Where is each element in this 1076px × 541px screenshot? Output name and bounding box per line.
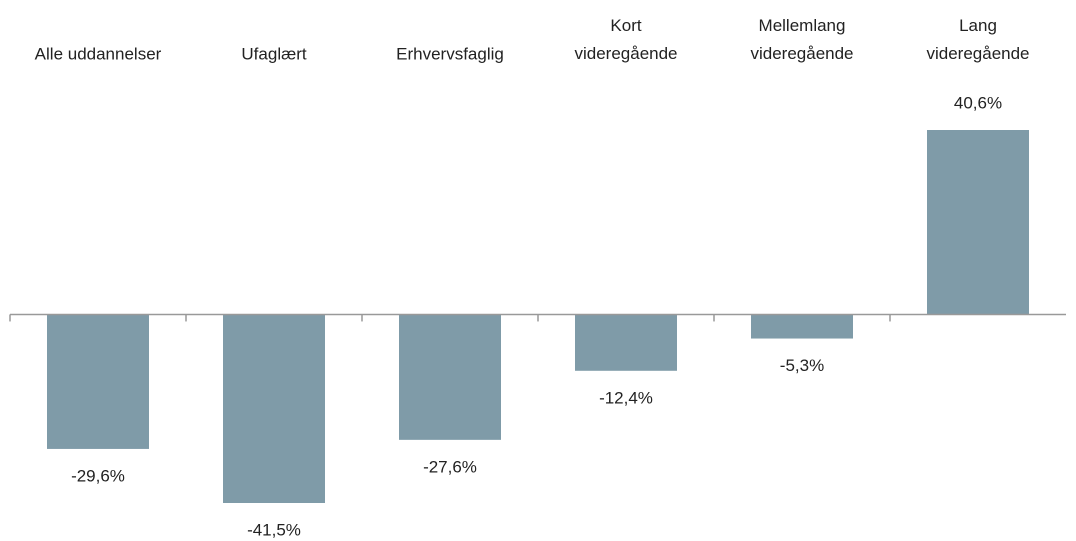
bar [47, 314, 149, 449]
bar [223, 314, 325, 503]
bar [575, 314, 677, 371]
x-tick-label: Ufaglært [241, 44, 306, 63]
value-label: -27,6% [423, 457, 477, 476]
value-label: -12,4% [599, 388, 653, 407]
value-label: -41,5% [247, 520, 301, 539]
value-label: 40,6% [954, 93, 1002, 112]
value-label: -5,3% [780, 356, 824, 375]
bar [751, 314, 853, 339]
x-tick-label: Alle uddannelser [35, 44, 162, 63]
x-tick-label: Kort videregående [574, 16, 677, 63]
x-tick-label: Mellemlang videregående [750, 16, 853, 63]
bar [927, 130, 1029, 315]
value-label: -29,6% [71, 466, 125, 485]
bar [399, 314, 501, 440]
x-tick-label: Lang videregående [926, 16, 1029, 63]
x-tick-label: Erhvervsfaglig [396, 44, 504, 63]
